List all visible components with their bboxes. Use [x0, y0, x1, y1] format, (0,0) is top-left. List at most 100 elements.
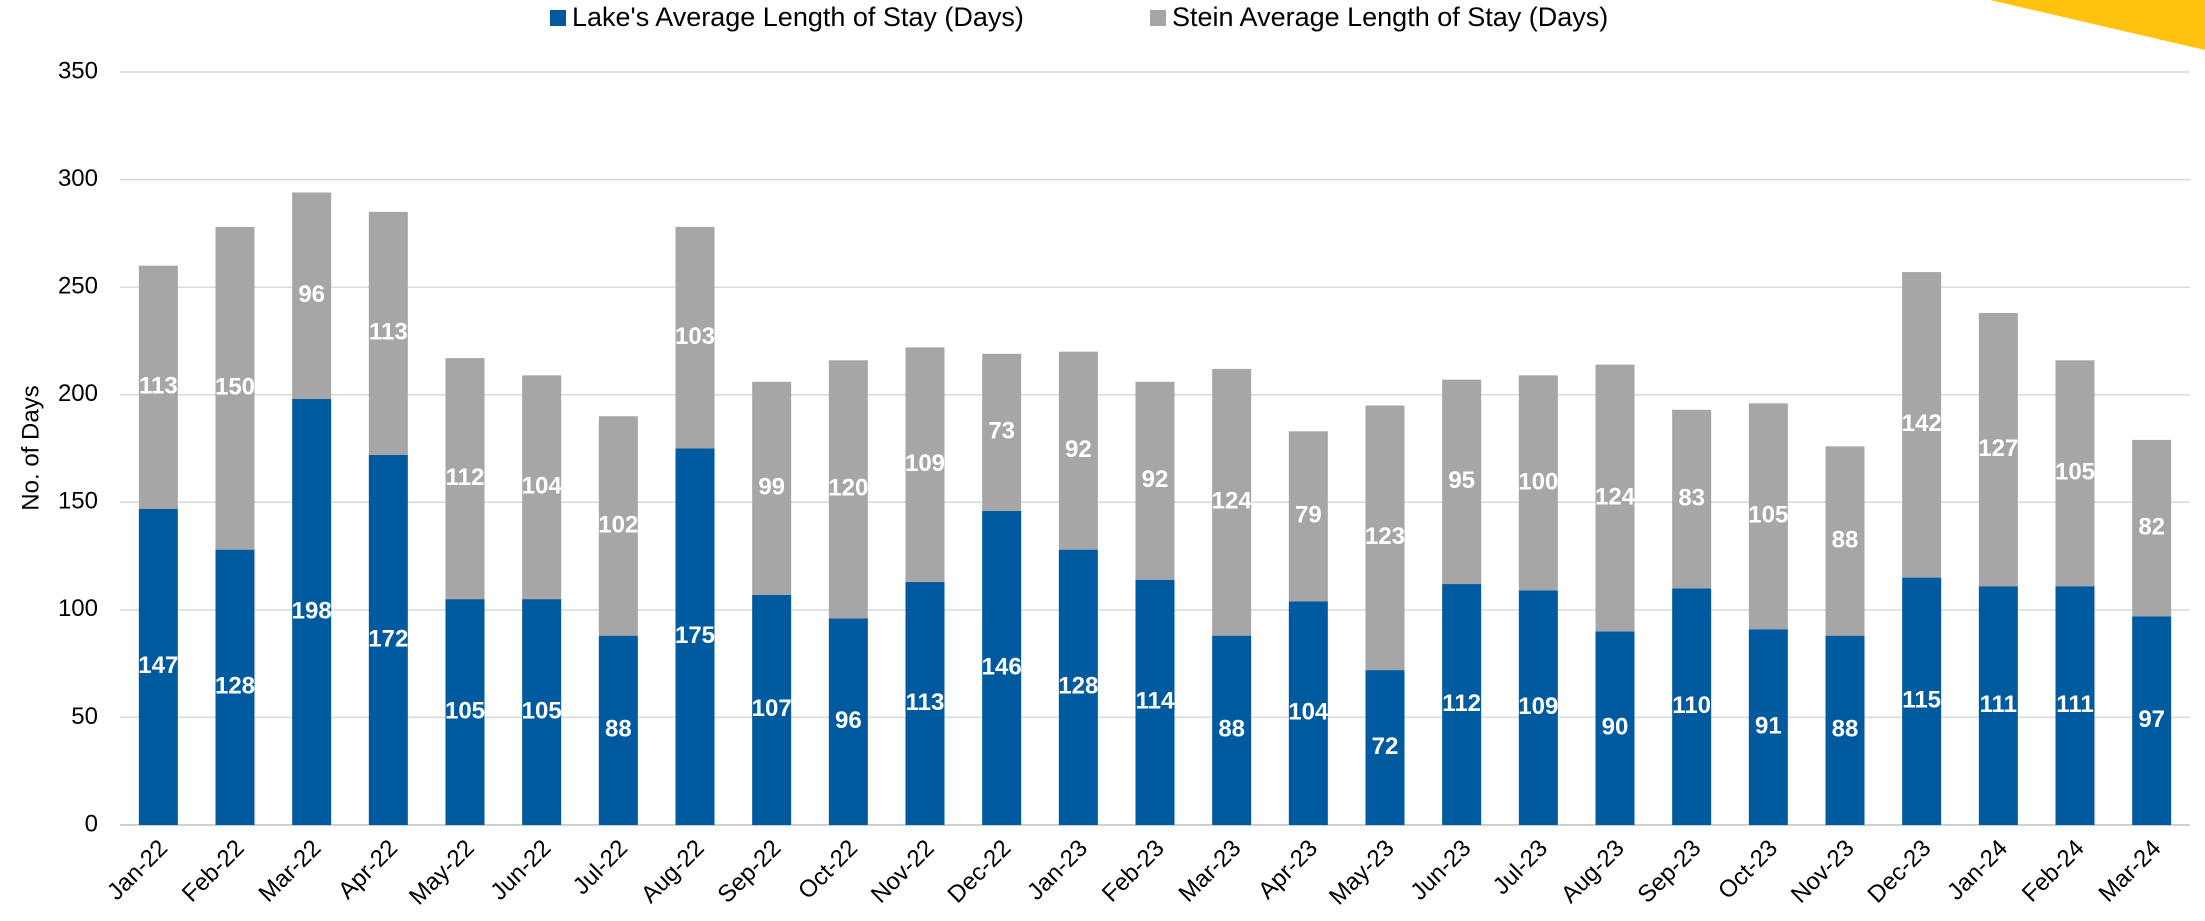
bar-segment [138, 265, 178, 509]
bar-segment [1825, 446, 1865, 636]
x-tick-label: Jan-23 [1022, 835, 1093, 906]
x-tick-label: Sep-23 [1633, 835, 1707, 909]
x-tick-label: Oct-22 [793, 835, 863, 905]
bar-segment [1672, 409, 1712, 589]
bar-segment [752, 594, 792, 825]
bar-segment [2132, 616, 2172, 825]
data-label: 112 [1442, 690, 1481, 717]
data-label: 92 [1065, 436, 1092, 463]
data-label: 198 [292, 597, 332, 624]
legend-label: Lake's Average Length of Stay (Days) [572, 2, 1024, 32]
data-label: 72 [1372, 733, 1399, 760]
y-tick-label: 300 [58, 165, 98, 192]
data-label: 124 [1595, 483, 1636, 510]
data-label: 88 [1832, 526, 1859, 553]
legend-swatch [550, 10, 566, 26]
x-tick-label: Dec-23 [1863, 835, 1937, 909]
data-label: 146 [982, 653, 1022, 680]
x-tick-label: Sep-22 [713, 835, 787, 909]
bar-segment [1825, 635, 1865, 825]
x-tick-label: May-22 [404, 835, 480, 911]
data-label: 95 [1448, 467, 1475, 494]
bar-segment [675, 226, 715, 449]
y-tick-label: 150 [58, 488, 98, 515]
bar-segment [1212, 635, 1252, 825]
data-label: 88 [1218, 716, 1245, 743]
x-tick-label: Feb-23 [1097, 835, 1170, 908]
bar-segment [2055, 360, 2095, 587]
data-label: 102 [598, 511, 638, 538]
data-label: 120 [828, 475, 868, 502]
data-label: 88 [1832, 716, 1859, 743]
bar-segment [368, 211, 408, 455]
x-tick-label: May-23 [1324, 835, 1400, 911]
bar-segment [1288, 601, 1328, 825]
data-label: 114 [1136, 688, 1175, 715]
bar-segment [1748, 629, 1788, 825]
data-label: 123 [1365, 523, 1405, 550]
bar-segment [1518, 375, 1558, 591]
y-tick-label: 350 [58, 57, 98, 84]
bar-segment [1058, 549, 1098, 825]
bar-segment [1365, 670, 1405, 825]
y-tick-label: 100 [58, 595, 98, 622]
bar-segment [905, 347, 945, 582]
data-label: 110 [1672, 692, 1711, 719]
x-tick-label: Oct-23 [1713, 835, 1783, 905]
bar-segment [522, 599, 562, 825]
data-label: 91 [1755, 712, 1782, 739]
legend-label: Stein Average Length of Stay (Days) [1172, 2, 1608, 32]
bar-segment [828, 360, 868, 619]
data-label: 107 [752, 695, 792, 722]
data-label: 127 [1978, 435, 2018, 462]
bar-segment [1442, 584, 1482, 825]
data-label: 79 [1295, 502, 1322, 529]
bar-segment [598, 416, 638, 636]
data-label: 128 [1058, 673, 1098, 700]
data-label: 142 [1902, 410, 1942, 437]
bar-segment [2132, 439, 2172, 617]
data-label: 113 [369, 319, 408, 346]
x-tick-label: Aug-22 [636, 835, 710, 909]
data-label: 73 [988, 418, 1015, 445]
bar-segment [1365, 405, 1405, 671]
data-label: 113 [906, 689, 945, 716]
bar-segment [1442, 379, 1482, 585]
bar-segment [292, 192, 332, 400]
data-label: 147 [138, 652, 178, 679]
bar-segment [1978, 586, 2018, 825]
bar-segment [1135, 381, 1175, 580]
bar-segment [675, 448, 715, 825]
bar-segment [828, 618, 868, 825]
data-label: 175 [675, 622, 715, 649]
data-label: 150 [215, 374, 255, 401]
data-label: 97 [2138, 706, 2165, 733]
bar-segment [1212, 368, 1252, 636]
legend-swatch [1150, 10, 1166, 26]
data-label: 96 [298, 281, 325, 308]
y-tick-label: 200 [58, 380, 98, 407]
data-label: 109 [1518, 693, 1558, 720]
x-tick-label: Dec-22 [943, 835, 1017, 909]
bar-segment [1748, 403, 1788, 630]
data-label: 112 [446, 464, 485, 491]
y-axis-label: No. of Days [17, 385, 44, 510]
bar-segment [2055, 586, 2095, 825]
x-tick-label: Apr-23 [1253, 835, 1323, 905]
bar-segment [1288, 431, 1328, 602]
bar-segment [598, 635, 638, 825]
data-label: 83 [1678, 484, 1705, 511]
bar-segment [1672, 588, 1712, 825]
x-tick-label: Jul-22 [568, 835, 633, 900]
bar-segment [138, 508, 178, 825]
y-tick-label: 250 [58, 272, 98, 299]
bar-segment [1595, 364, 1635, 632]
x-tick-label: Jun-23 [1405, 835, 1476, 906]
data-label: 92 [1142, 466, 1169, 493]
data-label: 105 [522, 697, 562, 724]
x-tick-label: Feb-24 [2017, 835, 2090, 908]
data-label: 172 [368, 625, 408, 652]
bar-segment [982, 510, 1022, 825]
bar-segment [1135, 579, 1175, 825]
